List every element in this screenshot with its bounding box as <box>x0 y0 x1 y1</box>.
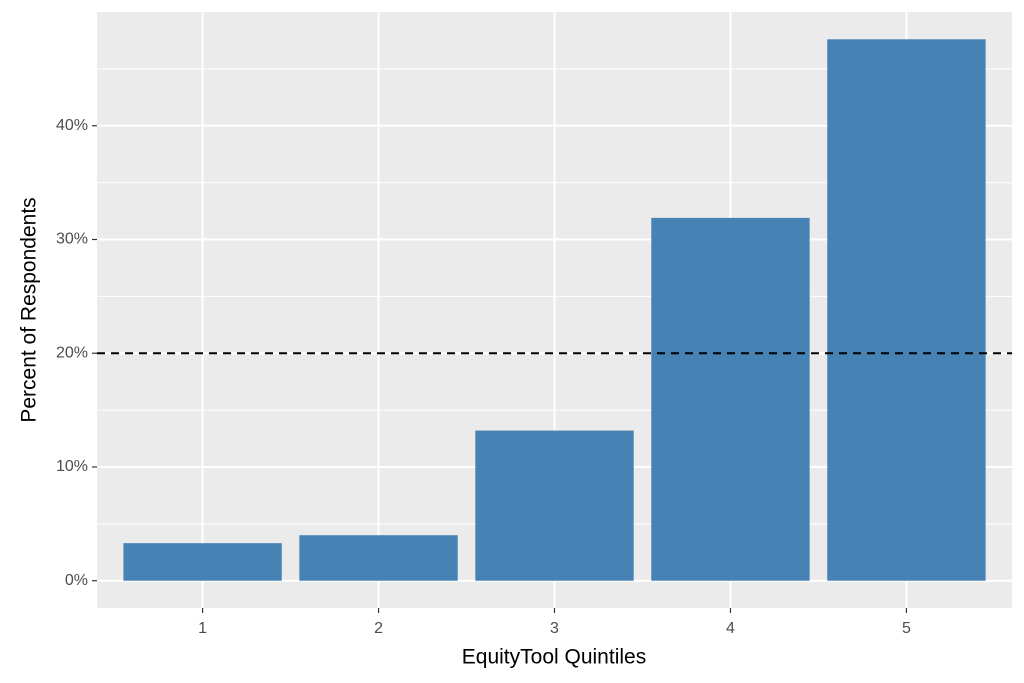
x-tick-label: 4 <box>726 620 735 637</box>
y-tick-label: 30% <box>56 231 88 248</box>
bar <box>827 39 986 581</box>
x-tick-label: 1 <box>198 620 207 637</box>
y-tick-label: 20% <box>56 344 88 361</box>
bar <box>299 535 458 581</box>
x-tick-label: 5 <box>902 620 911 637</box>
bar <box>123 543 282 581</box>
y-tick-label: 10% <box>56 458 88 475</box>
bar <box>475 430 634 581</box>
x-tick-label: 3 <box>550 620 559 637</box>
y-tick-label: 0% <box>65 572 88 589</box>
y-axis-title: Percent of Respondents <box>18 197 41 422</box>
y-tick-label: 40% <box>56 117 88 134</box>
x-tick-label: 2 <box>374 620 383 637</box>
x-axis-title: EquityTool Quintiles <box>462 646 646 669</box>
bar <box>651 217 810 581</box>
